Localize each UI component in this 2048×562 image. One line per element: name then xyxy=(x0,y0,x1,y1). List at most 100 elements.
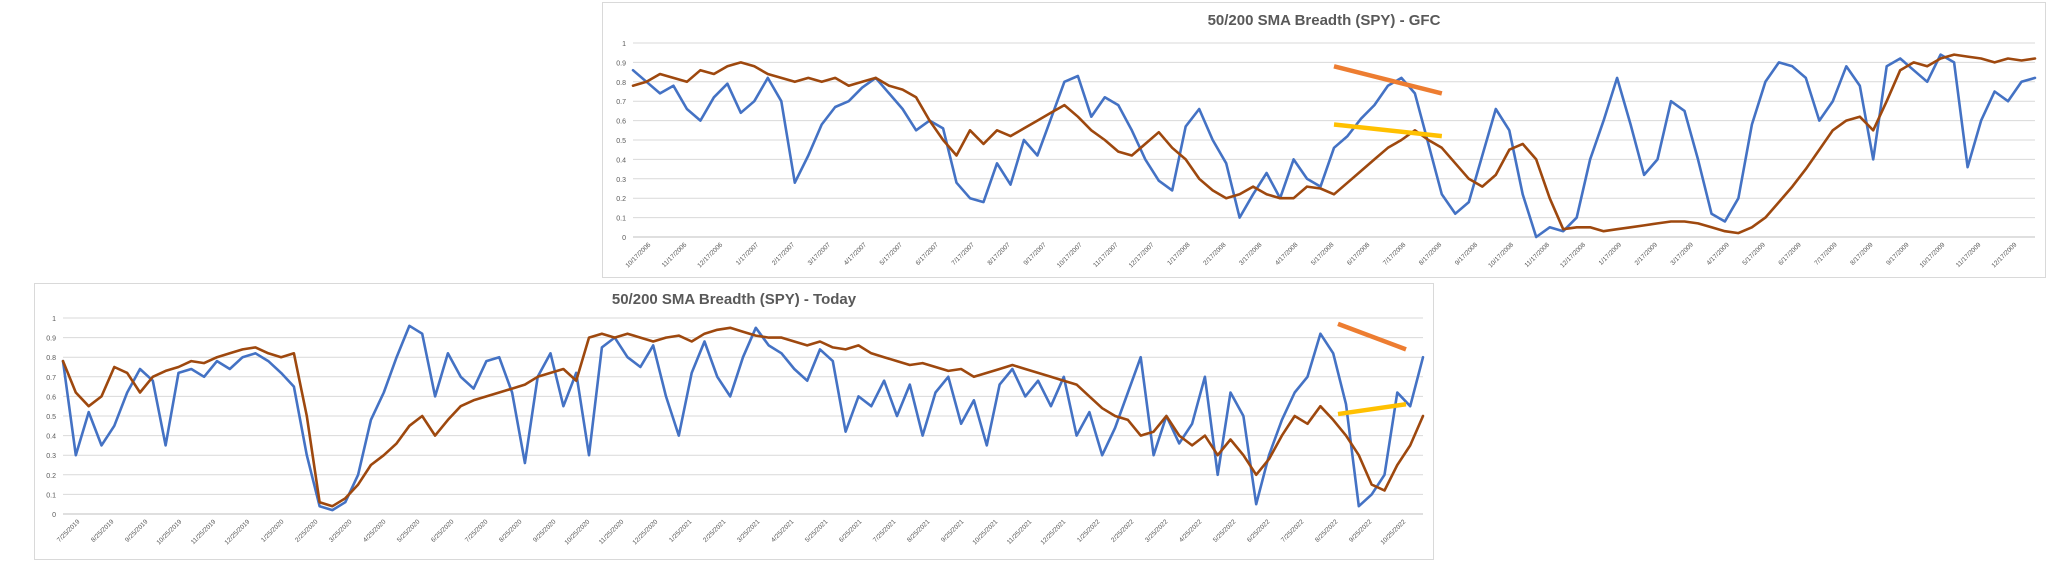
x-tick-label: 10/25/2020 xyxy=(563,518,591,546)
x-tick-label: 6/17/2008 xyxy=(1346,241,1372,267)
trendline-annotation xyxy=(1337,402,1407,417)
x-tick-label: 8/17/2007 xyxy=(986,241,1012,267)
x-tick-label: 7/25/2019 xyxy=(56,518,82,544)
x-tick-label: 4/25/2020 xyxy=(362,518,388,544)
x-tick-label: 10/25/2022 xyxy=(1379,518,1407,546)
x-tick-label: 3/17/2008 xyxy=(1238,241,1264,267)
y-tick-label: 1 xyxy=(52,316,56,323)
chart-title: 50/200 SMA Breadth (SPY) - Today xyxy=(611,291,857,308)
chart-plot-today: 0 0.1 0.2 0.3 0.4 0.5 0.6 0.7 0.8 0.9 1 7/25/2019 8/… xyxy=(46,316,1425,546)
y-tick-label: 0 xyxy=(622,235,626,242)
chart-panel-gfc: 50/200 SMA Breadth (SPY) - GFC 0 0.1 0.2 0.… xyxy=(602,2,2046,278)
y-tick-label: 1 xyxy=(622,41,626,48)
y-tick-label: 0.6 xyxy=(616,119,626,126)
x-tick-label: 7/25/2020 xyxy=(464,518,490,544)
x-tick-label: 8/25/2022 xyxy=(1314,518,1340,544)
x-tick-label: 4/17/2008 xyxy=(1274,241,1300,267)
x-tick-label: 2/17/2008 xyxy=(1202,241,1228,267)
series-line-2 xyxy=(631,53,2037,235)
x-tick-label: 8/25/2021 xyxy=(906,518,932,544)
x-tick-label: 4/25/2022 xyxy=(1178,518,1204,544)
x-tick-label: 12/25/2019 xyxy=(223,518,251,546)
y-tick-label: 0.8 xyxy=(616,80,626,87)
y-tick-label: 0.9 xyxy=(46,336,56,343)
x-tick-label: 10/17/2008 xyxy=(1487,241,1515,269)
x-tick-label: 2/17/2007 xyxy=(771,241,797,267)
x-tick-label: 5/17/2008 xyxy=(1310,241,1336,267)
x-tick-label: 1/25/2020 xyxy=(260,518,286,544)
x-tick-label: 9/17/2007 xyxy=(1022,241,1048,267)
x-tick-label: 9/25/2019 xyxy=(124,518,150,544)
x-tick-label: 2/17/2009 xyxy=(1634,241,1660,267)
x-tick-label: 11/17/2008 xyxy=(1523,241,1551,269)
x-tick-label: 10/17/2009 xyxy=(1919,241,1947,269)
series-line-2 xyxy=(61,326,1425,508)
y-tick-label: 0.1 xyxy=(616,216,626,223)
y-tick-label: 0.1 xyxy=(46,492,56,499)
x-tick-label: 9/25/2020 xyxy=(532,518,558,544)
x-tick-label: 4/25/2021 xyxy=(770,518,796,544)
y-tick-label: 0.5 xyxy=(616,138,626,145)
x-tick-label: 1/17/2008 xyxy=(1166,241,1192,267)
x-tick-label: 11/17/2007 xyxy=(1092,241,1120,269)
x-tick-label: 6/25/2021 xyxy=(838,518,864,544)
y-tick-label: 0.2 xyxy=(46,473,56,480)
x-tick-label: 6/25/2020 xyxy=(430,518,456,544)
chart-plot-gfc: 0 0.1 0.2 0.3 0.4 0.5 0.6 0.7 0.8 0.9 1 10/17/2006 1… xyxy=(616,41,2037,269)
x-tick-label: 11/25/2020 xyxy=(598,518,626,546)
x-tick-label: 3/17/2009 xyxy=(1670,241,1696,267)
x-tick-label: 7/17/2008 xyxy=(1382,241,1408,267)
x-tick-label: 3/25/2020 xyxy=(328,518,354,544)
x-tick-label: 8/25/2020 xyxy=(498,518,524,544)
x-tick-label: 11/25/2019 xyxy=(190,518,218,546)
x-tick-label: 3/25/2021 xyxy=(736,518,762,544)
x-tick-label: 6/17/2009 xyxy=(1777,241,1803,267)
x-tick-label: 12/17/2009 xyxy=(1990,241,2018,269)
x-tick-label: 5/25/2022 xyxy=(1212,518,1238,544)
y-tick-label: 0.7 xyxy=(616,99,626,106)
x-tick-label: 7/17/2007 xyxy=(951,241,977,267)
trendline-annotation xyxy=(1333,122,1443,139)
y-tick-label: 0.5 xyxy=(46,414,56,421)
x-tick-label: 8/17/2009 xyxy=(1849,241,1875,267)
x-tick-label: 12/17/2008 xyxy=(1559,241,1587,269)
y-tick-label: 0 xyxy=(52,512,56,519)
x-tick-label: 6/17/2007 xyxy=(915,241,941,267)
x-tick-label: 8/25/2019 xyxy=(90,518,116,544)
x-tick-label: 12/17/2006 xyxy=(696,241,724,269)
y-tick-label: 0.6 xyxy=(46,394,56,401)
y-tick-label: 0.2 xyxy=(616,196,626,203)
series-line-1 xyxy=(631,53,2037,239)
x-tick-label: 9/25/2022 xyxy=(1348,518,1374,544)
x-tick-label: 11/17/2009 xyxy=(1955,241,1983,269)
y-tick-label: 0.7 xyxy=(46,375,56,382)
x-tick-label: 12/25/2020 xyxy=(631,518,659,546)
x-tick-label: 10/17/2006 xyxy=(624,241,652,269)
chart-title: 50/200 SMA Breadth (SPY) - GFC xyxy=(1207,12,1441,29)
y-tick-label: 0.9 xyxy=(616,60,626,67)
x-tick-label: 10/25/2019 xyxy=(155,518,183,546)
x-tick-label: 3/17/2007 xyxy=(807,241,833,267)
y-tick-label: 0.4 xyxy=(46,434,56,441)
x-tick-label: 11/25/2021 xyxy=(1006,518,1034,546)
x-tick-label: 2/25/2020 xyxy=(294,518,320,544)
x-tick-label: 12/17/2007 xyxy=(1128,241,1156,269)
x-tick-label: 7/17/2009 xyxy=(1813,241,1839,267)
x-tick-label: 4/17/2007 xyxy=(843,241,869,267)
x-tick-label: 7/25/2021 xyxy=(872,518,898,544)
y-tick-label: 0.4 xyxy=(616,157,626,164)
x-tick-label: 5/25/2021 xyxy=(804,518,830,544)
x-tick-label: 10/17/2007 xyxy=(1056,241,1084,269)
x-tick-label: 9/17/2008 xyxy=(1454,241,1480,267)
y-tick-label: 0.8 xyxy=(46,355,56,362)
x-tick-label: 12/25/2021 xyxy=(1039,518,1067,546)
x-tick-label: 9/17/2009 xyxy=(1885,241,1911,267)
trendline-annotation xyxy=(1337,321,1407,352)
x-tick-label: 8/17/2008 xyxy=(1418,241,1444,267)
x-tick-label: 6/25/2022 xyxy=(1246,518,1272,544)
x-tick-label: 1/25/2021 xyxy=(668,518,694,544)
x-tick-label: 3/25/2022 xyxy=(1144,518,1170,544)
y-tick-label: 0.3 xyxy=(616,177,626,184)
x-tick-label: 5/25/2020 xyxy=(396,518,422,544)
x-tick-label: 4/17/2009 xyxy=(1705,241,1731,267)
